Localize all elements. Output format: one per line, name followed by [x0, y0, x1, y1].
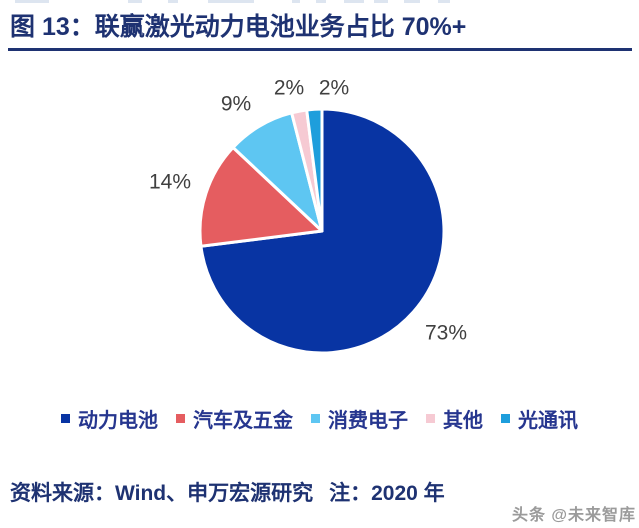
cropped-text-artifacts: [0, 0, 639, 4]
cropped-text-fragment: [208, 0, 254, 3]
pie-percent-label: 2%: [274, 77, 304, 100]
legend-swatch-icon: [61, 414, 70, 423]
pie-slice-光通讯: [305, 107, 324, 233]
cropped-text-fragment: [438, 0, 450, 3]
pie-percent-label: 9%: [221, 93, 251, 116]
cropped-text-fragment: [374, 0, 388, 3]
title-underline: [8, 48, 632, 51]
legend-label: 动力电池: [78, 410, 158, 432]
figure-title: 图 13：联赢激光动力电池业务占比 70%+: [10, 13, 467, 41]
legend-label: 光通讯: [518, 410, 578, 432]
cropped-text-fragment: [128, 0, 142, 3]
cropped-text-fragment: [404, 0, 420, 3]
pie-percent-label: 2%: [319, 77, 349, 100]
legend-item-汽车及五金: 汽车及五金: [176, 404, 293, 433]
legend-swatch-icon: [176, 414, 185, 423]
note-text: 注：2020 年: [329, 482, 445, 505]
cropped-text-fragment: [316, 0, 326, 3]
pie-slice-汽车及五金: [198, 145, 324, 248]
cropped-text-fragment: [344, 0, 364, 3]
legend-item-消费电子: 消费电子: [311, 404, 408, 433]
pie-percent-label: 14%: [149, 171, 191, 194]
chart-legend: 动力电池 汽车及五金 消费电子 其他 光通讯: [0, 404, 639, 433]
pie-chart: 73% 14% 9% 2% 2%: [149, 77, 467, 355]
legend-label: 汽车及五金: [193, 410, 293, 432]
legend-swatch-icon: [311, 414, 320, 423]
legend-item-光通讯: 光通讯: [501, 404, 578, 433]
legend-swatch-icon: [501, 414, 510, 423]
legend-item-其他: 其他: [426, 404, 483, 433]
watermark-text: 头条 @未来智库: [511, 507, 636, 524]
cropped-text-fragment: [168, 0, 178, 3]
legend-swatch-icon: [426, 414, 435, 423]
legend-label: 消费电子: [328, 410, 408, 432]
source-text: 资料来源：Wind、申万宏源研究: [10, 482, 314, 505]
legend-label: 其他: [443, 410, 483, 432]
pie-percent-label: 73%: [425, 322, 467, 345]
source-note-line: 资料来源：Wind、申万宏源研究 注：2020 年: [10, 477, 445, 507]
legend-item-动力电池: 动力电池: [61, 404, 158, 433]
cropped-text-fragment: [15, 0, 49, 3]
cropped-text-fragment: [292, 0, 300, 3]
